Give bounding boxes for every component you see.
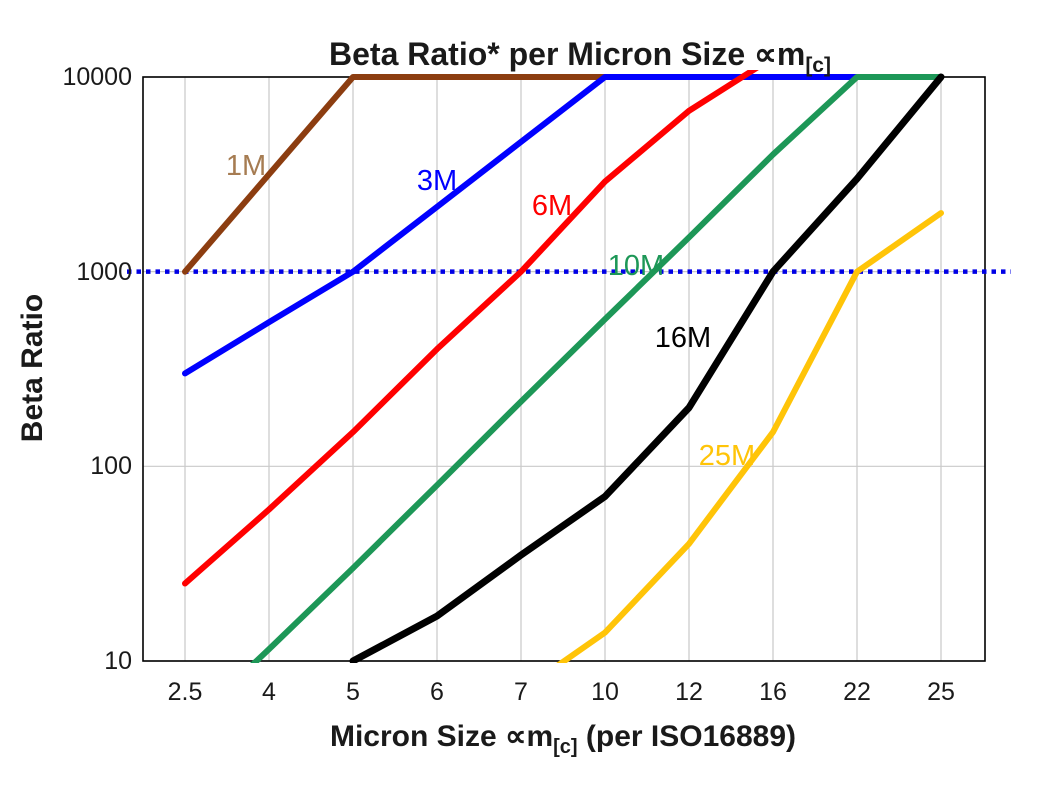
series-line-16M xyxy=(349,73,945,663)
series-label-25M: 25M xyxy=(698,440,756,472)
x-tick-label-10: 10 xyxy=(591,678,619,706)
x-tick-label-22: 22 xyxy=(843,678,871,706)
y-tick-label-10: 10 xyxy=(104,647,132,675)
series-line-25M xyxy=(556,210,944,663)
x-tick-label-5: 5 xyxy=(346,678,360,706)
x-axis-title-text: Micron Size ∝m xyxy=(329,720,554,753)
x-axis-title-suffix: (per ISO16889) xyxy=(577,720,797,753)
series-line-6M xyxy=(182,70,759,587)
x-tick-label-2.5: 2.5 xyxy=(167,678,203,706)
x-axis-title-subscript: [c] xyxy=(553,736,578,758)
series-line-1M xyxy=(182,74,608,275)
x-tick-label-16: 16 xyxy=(759,678,787,706)
x-tick-label-4: 4 xyxy=(262,678,276,706)
y-tick-label-100: 100 xyxy=(90,452,132,481)
series-line-10M xyxy=(250,74,944,663)
x-tick-label-6: 6 xyxy=(430,678,444,706)
series-label-3M: 3M xyxy=(416,165,458,197)
series-label-10M: 10M xyxy=(607,250,665,282)
x-tick-label-25: 25 xyxy=(927,678,955,706)
x-tick-label-7: 7 xyxy=(514,678,528,706)
y-tick-label-10000: 10000 xyxy=(62,62,132,91)
chart-title-subscript: [c] xyxy=(805,54,831,77)
series-label-6M: 6M xyxy=(531,190,573,222)
chart-title-text: Beta Ratio* per Micron Size ∝m xyxy=(329,36,806,72)
x-tick-label-12: 12 xyxy=(675,678,703,706)
chart-title: Beta Ratio* per Micron Size ∝m[c] xyxy=(150,34,1010,79)
y-axis-title: Beta Ratio xyxy=(16,293,49,443)
x-axis-title: Micron Size ∝m[c] (per ISO16889) xyxy=(143,718,983,759)
series-label-16M: 16M xyxy=(654,322,712,354)
y-tick-label-1000: 1000 xyxy=(76,257,132,286)
series-label-1M: 1M xyxy=(225,150,267,182)
